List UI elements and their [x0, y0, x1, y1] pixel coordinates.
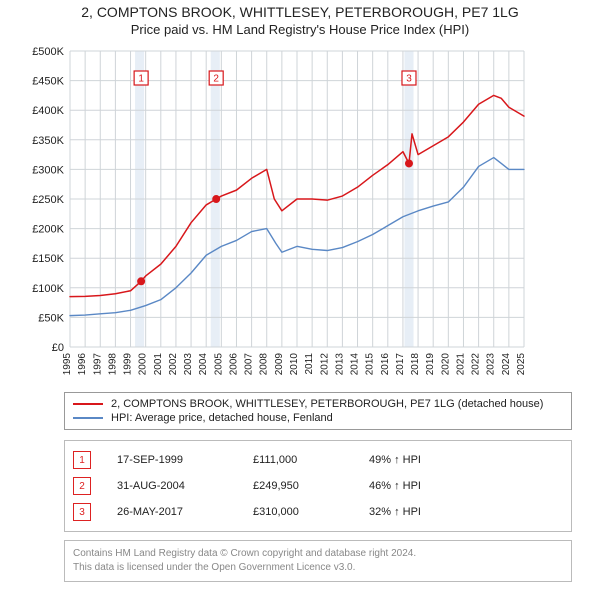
transactions-table: 1 17-SEP-1999 £111,000 49% ↑ HPI 2 31-AUG-200… [64, 440, 572, 532]
transaction-row: 2 31-AUG-2004 £249,950 46% ↑ HPI [73, 473, 563, 499]
svg-text:£50K: £50K [38, 312, 64, 324]
legend-swatch-series1 [73, 403, 103, 405]
svg-text:2015: 2015 [365, 353, 376, 375]
transaction-row: 1 17-SEP-1999 £111,000 49% ↑ HPI [73, 447, 563, 473]
title-address: 2, COMPTONS BROOK, WHITTLESEY, PETERBORO… [8, 4, 592, 20]
chart-svg: £0 £50K £100K £150K £200K £250K £300K £350K £400… [10, 45, 530, 375]
svg-text:£500K: £500K [32, 46, 64, 58]
attribution-line1: Contains HM Land Registry data © Crown c… [73, 547, 563, 561]
transaction-row: 3 26-MAY-2017 £310,000 32% ↑ HPI [73, 499, 563, 525]
svg-text:£100K: £100K [32, 283, 64, 295]
svg-text:£300K: £300K [32, 164, 64, 176]
svg-text:2010: 2010 [289, 353, 300, 375]
legend-label-series1: 2, COMPTONS BROOK, WHITTLESEY, PETERBORO… [111, 398, 543, 410]
svg-text:2003: 2003 [183, 353, 194, 375]
svg-text:1996: 1996 [77, 353, 88, 375]
svg-text:1: 1 [138, 74, 144, 85]
svg-text:3: 3 [406, 74, 412, 85]
transaction-marker: 2 [73, 477, 91, 495]
svg-text:2014: 2014 [350, 353, 361, 375]
legend-swatch-series2 [73, 417, 103, 419]
transaction-price: £310,000 [253, 506, 343, 518]
svg-text:2007: 2007 [244, 353, 255, 375]
transaction-date: 31-AUG-2004 [117, 480, 227, 492]
svg-text:2016: 2016 [380, 353, 391, 375]
svg-text:2019: 2019 [425, 353, 436, 375]
transaction-marker: 1 [73, 451, 91, 469]
transaction-marker: 3 [73, 503, 91, 521]
title-subtitle: Price paid vs. HM Land Registry's House … [8, 22, 592, 37]
svg-text:2018: 2018 [410, 353, 421, 375]
legend-label-series2: HPI: Average price, detached house, Fenl… [111, 412, 333, 424]
svg-text:1995: 1995 [62, 353, 73, 375]
svg-text:2022: 2022 [471, 353, 482, 375]
attribution-line2: This data is licensed under the Open Gov… [73, 561, 563, 575]
svg-text:2024: 2024 [501, 353, 512, 375]
transaction-date: 26-MAY-2017 [117, 506, 227, 518]
svg-text:2012: 2012 [319, 353, 330, 375]
svg-text:£200K: £200K [32, 224, 64, 236]
svg-text:2004: 2004 [198, 353, 209, 375]
transaction-date: 17-SEP-1999 [117, 454, 227, 466]
svg-text:£450K: £450K [32, 76, 64, 88]
svg-text:£400K: £400K [32, 105, 64, 117]
svg-text:1997: 1997 [92, 353, 103, 375]
svg-text:1999: 1999 [123, 353, 134, 375]
legend: 2, COMPTONS BROOK, WHITTLESEY, PETERBORO… [64, 392, 572, 430]
svg-text:£250K: £250K [32, 194, 64, 206]
svg-text:2023: 2023 [486, 353, 497, 375]
svg-text:2025: 2025 [516, 353, 527, 375]
svg-text:2013: 2013 [334, 353, 345, 375]
svg-text:2011: 2011 [304, 353, 315, 375]
svg-text:2005: 2005 [213, 353, 224, 375]
transaction-price: £111,000 [253, 454, 343, 466]
svg-text:2002: 2002 [168, 353, 179, 375]
svg-text:2020: 2020 [440, 353, 451, 375]
svg-text:2: 2 [213, 74, 219, 85]
svg-text:2001: 2001 [153, 353, 164, 375]
svg-text:2017: 2017 [395, 353, 406, 375]
svg-text:2006: 2006 [228, 353, 239, 375]
chart: £0 £50K £100K £150K £200K £250K £300K £350K £400… [10, 45, 590, 380]
svg-text:2000: 2000 [138, 353, 149, 375]
transaction-hpi: 32% ↑ HPI [369, 506, 469, 518]
container: 2, COMPTONS BROOK, WHITTLESEY, PETERBORO… [0, 0, 600, 582]
transaction-price: £249,950 [253, 480, 343, 492]
svg-text:1998: 1998 [107, 353, 118, 375]
svg-text:2008: 2008 [259, 353, 270, 375]
svg-text:£350K: £350K [32, 135, 64, 147]
transaction-hpi: 46% ↑ HPI [369, 480, 469, 492]
attribution: Contains HM Land Registry data © Crown c… [64, 540, 572, 582]
transaction-hpi: 49% ↑ HPI [369, 454, 469, 466]
legend-row-series2: HPI: Average price, detached house, Fenl… [73, 411, 563, 425]
chart-titles: 2, COMPTONS BROOK, WHITTLESEY, PETERBORO… [0, 0, 600, 39]
svg-text:2021: 2021 [455, 353, 466, 375]
legend-row-series1: 2, COMPTONS BROOK, WHITTLESEY, PETERBORO… [73, 397, 563, 411]
svg-text:2009: 2009 [274, 353, 285, 375]
svg-text:£150K: £150K [32, 253, 64, 265]
svg-text:£0: £0 [52, 342, 64, 354]
